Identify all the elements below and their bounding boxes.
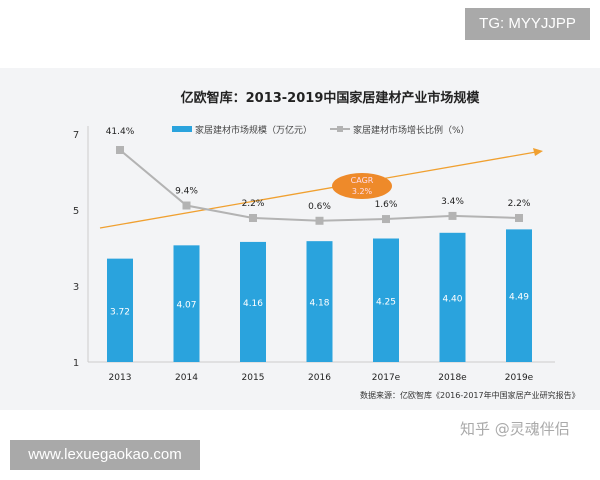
growth-point <box>448 211 457 220</box>
bar <box>306 241 333 362</box>
watermark-site: www.lexuegaokao.com <box>10 440 200 470</box>
bar-value-label: 4.49 <box>509 293 529 303</box>
chart: 亿欧智库：2013-2019中国家居建材产业市场规模 家居建材市场规模（万亿元）… <box>73 90 580 400</box>
growth-label: 41.4% <box>106 127 135 137</box>
bar <box>240 241 266 362</box>
growth-label: 2.2% <box>242 199 265 209</box>
bar <box>107 258 133 362</box>
growth-label: 1.6% <box>375 200 398 210</box>
bar-value-label: 4.25 <box>376 297 396 307</box>
watermark-tg: TG: MYYJJPP <box>465 8 590 40</box>
growth-label: 2.2% <box>508 199 531 209</box>
cagr-badge <box>332 173 392 199</box>
cagr-label: CAGR <box>351 176 374 185</box>
x-tick-label: 2019e <box>505 373 534 383</box>
y-tick-label: 3 <box>73 282 79 293</box>
y-tick-label: 5 <box>73 206 79 217</box>
bar-value-label: 4.18 <box>309 299 329 309</box>
legend-line-marker <box>337 126 343 132</box>
bar-value-label: 4.40 <box>442 294 462 304</box>
growth-point <box>515 214 523 222</box>
growth-point <box>249 214 257 222</box>
growth-point <box>182 201 191 210</box>
bar-value-label: 3.72 <box>110 307 130 317</box>
x-tick-label: 2014 <box>175 373 198 383</box>
source-note: 数据来源：亿欧智库《2016-2017年中国家居产业研究报告》 <box>360 390 580 400</box>
zhihu-watermark: 知乎 @灵魂伴侣 <box>460 420 570 438</box>
x-tick-label: 2017e <box>372 373 401 383</box>
legend-bar-swatch <box>172 126 192 132</box>
growth-label: 9.4% <box>175 187 198 197</box>
growth-point <box>116 146 124 154</box>
x-tick-label: 2013 <box>109 373 132 383</box>
bar <box>506 229 532 362</box>
x-tick-label: 2016 <box>308 373 331 383</box>
cagr-value: 3.2% <box>352 187 373 196</box>
legend-line-label: 家居建材市场增长比例（%） <box>353 124 470 136</box>
chart-panel: 亿欧智库：2013-2019中国家居建材产业市场规模 家居建材市场规模（万亿元）… <box>0 68 600 410</box>
y-tick-label: 1 <box>73 358 79 369</box>
bar <box>173 245 200 362</box>
chart-title: 亿欧智库：2013-2019中国家居建材产业市场规模 <box>181 90 481 106</box>
bar-value-label: 4.16 <box>243 299 263 309</box>
bar <box>373 238 399 362</box>
arrow-head-icon <box>533 148 543 156</box>
growth-label: 0.6% <box>308 202 331 212</box>
cagr-trend-line <box>99 151 537 229</box>
x-tick-label: 2018e <box>438 373 467 383</box>
y-tick-label: 7 <box>73 130 79 141</box>
x-tick-label: 2015 <box>242 373 265 383</box>
growth-point <box>382 215 390 224</box>
growth-point <box>315 216 324 225</box>
bar <box>439 232 466 362</box>
bar-value-label: 4.07 <box>176 301 196 311</box>
growth-label: 3.4% <box>441 197 464 207</box>
legend-bar-label: 家居建材市场规模（万亿元） <box>195 124 312 136</box>
